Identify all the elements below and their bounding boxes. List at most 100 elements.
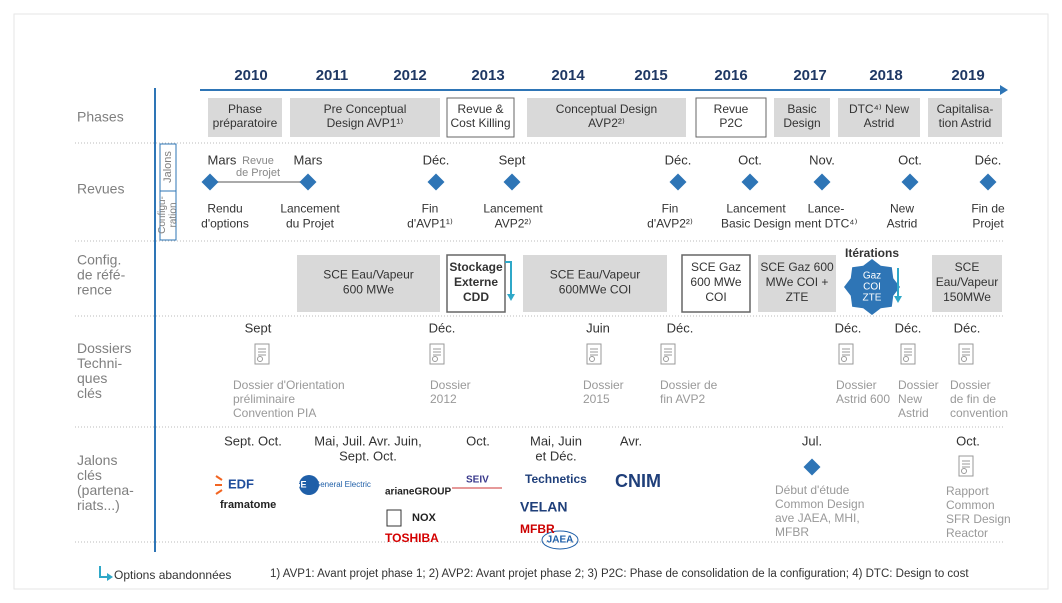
config-label: Eau/Vapeur [936,275,999,289]
config-label: SCE Gaz [691,260,741,274]
partner-logo: TOSHIBA [385,531,439,545]
partner-date: Mai, Juin [530,433,582,448]
phase-label: Pre Conceptual [324,102,407,116]
milestone-label: Fin de [971,202,1005,216]
milestone-diamond [979,173,997,191]
config-box [523,255,667,312]
milestone-date: Oct. [738,152,762,167]
milestone-diamond [201,173,219,191]
legend-arrow [99,566,108,578]
config-label: MWe COI + [766,275,829,289]
milestone-date: Déc. [665,152,692,167]
milestone-diamond [741,173,759,191]
row-label: rence [77,282,112,298]
config-label: Stockage [449,260,503,274]
phase-label: Basic [787,102,816,116]
dossier-label: 2015 [583,392,610,406]
milestone-label: Lance- [808,202,845,216]
config-label: 150MWe [943,290,991,304]
milestone-date: Oct. [898,152,922,167]
report-label: Rapport [946,484,989,498]
row-label: Config. [77,252,121,268]
partner-logo: SEIV [466,475,489,486]
milestone-label: d'options [201,217,249,231]
timeline-arrow [1000,85,1008,95]
row-label: Techni- [77,355,122,371]
row-label: clés [77,467,102,483]
footnote: 1) AVP1: Avant projet phase 1; 2) AVP2: … [270,568,969,580]
rr-logo [386,509,402,527]
year: 2017 [793,67,826,84]
partner-date: Oct. [466,433,490,448]
partner-date: Mai, Juil. Avr. Juin, [314,433,421,448]
dossier-label: Dossier [950,378,991,392]
dossier-label: préliminaire [233,392,295,406]
row-label: clés [77,385,102,401]
partner-logo: NOX [412,512,437,524]
phase-label: Design AVP1¹⁾ [327,116,404,130]
milestone-date: Déc. [975,152,1002,167]
dossier-label: Astrid 600 [836,392,890,406]
milestone-label: New [890,202,914,216]
row-label: Revues [77,181,124,197]
phase-box [208,98,282,137]
config-tag-label: ration [168,202,179,227]
config-tag-label: Configu- [157,196,168,234]
config-label: SCE Gaz 600 [760,260,834,274]
dossier-label: Dossier de [660,378,718,392]
doc-seal [903,356,909,362]
doc-seal [589,356,595,362]
review-note: de Projet [236,167,280,179]
config-label: 600 MWe [343,283,394,297]
partner-date: et Déc. [535,448,576,463]
row-label: ques [77,370,107,386]
phase-label: AVP2²⁾ [588,116,625,130]
study-label: Début d'étude [775,483,850,497]
study-label: MFBR [775,525,809,539]
milestone-label: Basic Design [721,217,791,231]
phase-label: Cost Killing [450,116,510,130]
edf-burst [215,475,223,495]
partner-logo: GE [293,479,306,489]
doc-seal [663,356,669,362]
study-label: Common Design [775,497,864,511]
review-note: Revue [242,155,274,167]
milestone-date: Sept [499,152,526,167]
partner-logo: MFBR [520,522,555,536]
phase-label: Conceptual Design [556,102,657,116]
report-date: Oct. [956,433,980,448]
year: 2014 [551,67,585,84]
milestone-diamond [427,173,445,191]
phase-label: DTC⁴⁾ New [849,102,909,116]
study-label: ave JAEA, MHI, [775,511,860,525]
study-diamond [803,458,821,476]
report-label: Common [946,498,995,512]
config-box [297,255,440,312]
milestone-label: ment DTC⁴⁾ [795,217,858,231]
partner-logo: JAEA [547,535,574,546]
partner-logo: VELAN [520,499,567,515]
dossier-label: de fin de [950,392,996,406]
row-label: de réfé- [77,267,126,283]
dossier-date: Juin [586,320,610,335]
dossier-date: Déc. [429,320,456,335]
milestone-label: Fin [662,202,679,216]
config-box [932,255,1002,312]
config-label: SCE Eau/Vapeur [323,268,414,282]
milestone-diamond [669,173,687,191]
milestone-diamond [813,173,831,191]
dossier-date: Déc. [835,320,862,335]
doc-seal [961,356,967,362]
milestone-label: Projet [972,217,1004,231]
doc-seal [841,356,847,362]
dossier-label: Dossier [583,378,624,392]
jalons-label: Jalons [162,151,174,183]
gear-label: ZTE [863,293,882,304]
milestone-label: Fin [422,202,439,216]
row-label: riats...) [77,497,120,513]
partner-logo: EDF [228,476,254,491]
milestone-label: d'AVP1¹⁾ [407,217,453,231]
config-label: Externe [454,275,498,289]
milestone-label: du Projet [286,217,335,231]
